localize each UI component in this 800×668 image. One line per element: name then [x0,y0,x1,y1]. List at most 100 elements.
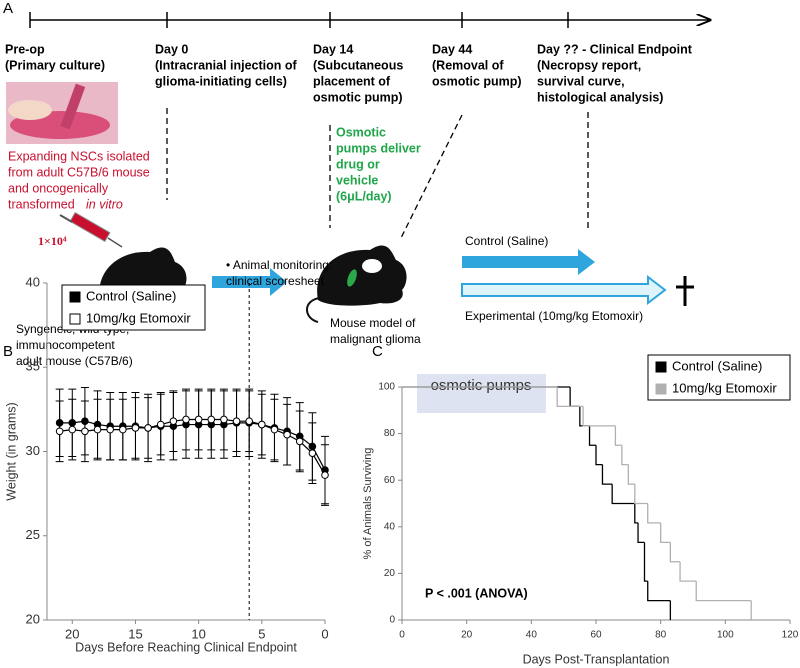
arrows [212,249,694,306]
legend-swatch [655,361,667,373]
data-point [232,417,241,425]
dashed-connectors [166,108,589,241]
timepoint-label: survival curve, [537,74,625,88]
data-point [106,425,114,434]
pump-note: drug or [336,157,380,171]
survival-step [647,503,661,524]
timeline [29,12,710,28]
survival-step [660,522,671,544]
survival-step [634,503,639,524]
data-point [81,427,89,436]
culture-photo [6,82,118,144]
y-tick-label: 0 [389,615,395,626]
x-tick-label: 0 [321,626,328,641]
x-tick-label: 120 [782,630,799,641]
survival-step [569,387,580,407]
survival-step [614,425,622,446]
data-point [131,424,140,432]
data-point [258,420,266,429]
timepoint-label: Day 0 [155,42,188,56]
data-point [55,427,64,436]
timepoint-label: Day ?? - Clinical Endpoint [537,42,693,56]
data-point [119,425,127,434]
survival-step [637,522,645,544]
chart: C 0 20 40 60 80 100 0 20 40 60 80 100 120 Days Post-Tr… [362,343,799,666]
survival-step [647,581,671,602]
y-axis-label: Weight (in grams) [4,402,18,500]
panel-letter: B [3,343,13,360]
timepoint-label: histological analysis) [537,90,663,104]
model-label: Mouse model of [330,316,416,330]
data-point [68,425,77,434]
y-tick-label: 40 [384,521,396,532]
x-axis-label: Days Before Reaching Clinical Endpoint [75,640,297,654]
survival-step [695,581,752,602]
survival-step [579,406,590,427]
y-tick-label: 100 [378,382,395,393]
mouse-model [306,245,407,323]
y-tick-label: 20 [384,568,396,579]
timepoint-label: (Subcutaneous [313,58,403,72]
legend-label: Control (Saline) [672,358,762,373]
y-tick-label: 30 [26,443,40,458]
data-point [308,449,317,457]
x-tick-label: 20 [65,626,79,641]
survival-step [634,484,648,505]
y-tick-label: 35 [26,359,40,374]
survival-step [588,425,596,446]
y-axis-label: % of Animals Surviving [362,448,374,560]
survival-step [556,387,584,407]
series-line [59,418,326,476]
y-tick-label: 25 [26,527,40,542]
timepoint-label: (Removal of [432,58,504,72]
data-point [245,417,253,425]
data-point [144,424,152,432]
timepoint-label: glioma-initiating cells) [155,74,287,88]
annotation: osmotic pumps [431,377,532,394]
data-point [93,425,102,434]
data-point [207,415,216,424]
legend-swatch [69,291,81,303]
timepoint-label: Day 14 [313,42,353,56]
survival-step [679,561,697,582]
x-tick-label: 100 [717,630,734,641]
data-point [194,415,203,424]
survival-step [582,406,616,427]
survival-step [601,464,613,485]
legend-box [61,284,206,331]
culture-note: Expanding NSCs isolated [8,149,150,163]
legend-label: Control (Saline) [86,288,176,303]
x-tick-label: 0 [399,630,405,641]
legend-swatch [69,313,81,325]
culture-note: and oncogenically [8,181,109,195]
survival-step [611,484,635,505]
model-label: malignant glioma [330,332,421,346]
x-axis-label: Days Post-Transplantation [523,652,670,666]
syringe [59,211,123,248]
timepoint-label: placement of [313,74,391,88]
panel-letter: C [372,343,383,360]
panel-letter: A [3,0,13,17]
cell-count: 1×10⁴ [38,234,67,248]
y-tick-label: 80 [384,428,396,439]
legend-label: 10mg/kg Etomoxir [86,310,191,325]
x-tick-label: 40 [526,630,538,641]
timepoint-label: osmotic pump) [313,90,403,104]
data-point [182,415,190,424]
x-tick-label: 5 [258,626,265,641]
pump-note: pumps deliver [336,141,421,155]
host-label: adult mouse (C57B/6) [16,354,133,368]
legend-box [647,354,791,401]
culture-note-italic: in vitro [86,197,123,211]
series-line [59,420,326,471]
stat-note: P < .001 (ANOVA) [425,586,528,600]
y-tick-label: 20 [26,611,40,626]
timepoint-label: Pre-op [5,42,45,56]
survival-step [627,464,635,485]
chart: B 20 25 30 35 40 20 15 10 5 0 Days Before Reaching … [3,274,329,654]
host-label: immunocompetent [16,338,115,352]
y-tick-label: 60 [384,475,396,486]
data-point [156,420,165,429]
survival-step [621,445,629,466]
